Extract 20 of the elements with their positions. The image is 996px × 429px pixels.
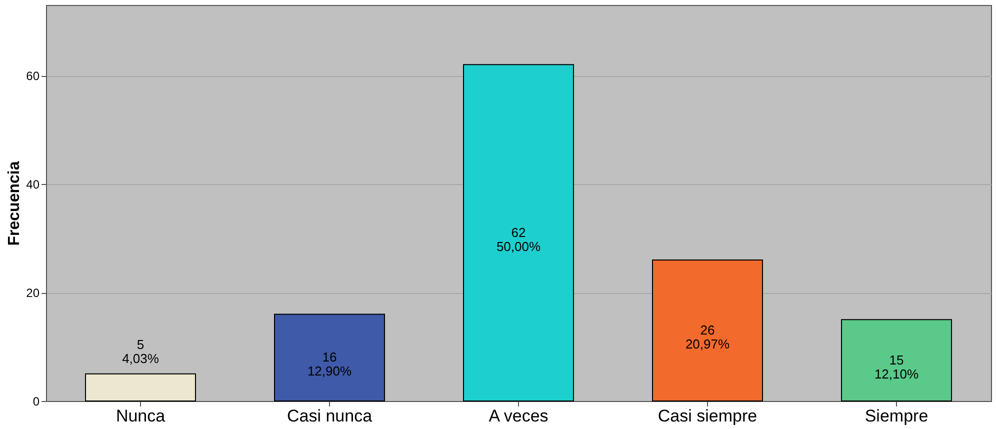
data-label: 15 12,10% [874,352,919,382]
y-tick-label: 60 [26,69,40,84]
bar [652,259,763,402]
bar [463,64,574,402]
bar [841,319,952,402]
data-label: 5 4,03% [122,336,160,366]
y-tick-label: 20 [26,286,40,300]
data-label: 26 20,97% [685,322,730,352]
x-tick-label: Casi nunca [286,406,373,426]
y-tick-label: 0 [32,394,40,408]
x-tick-label: Casi siempre [658,406,758,426]
data-label: 62 50,00% [496,224,541,254]
y-axis-title: Frecuencia [6,161,24,246]
x-tick-label: Siempre [864,406,928,426]
bar [85,373,196,402]
bar [274,314,385,402]
data-label: 16 12,90% [307,350,352,379]
x-tick-label: Nunca [116,406,166,426]
x-tick-label: A veces [488,406,548,426]
y-tick-label: 40 [26,178,40,192]
